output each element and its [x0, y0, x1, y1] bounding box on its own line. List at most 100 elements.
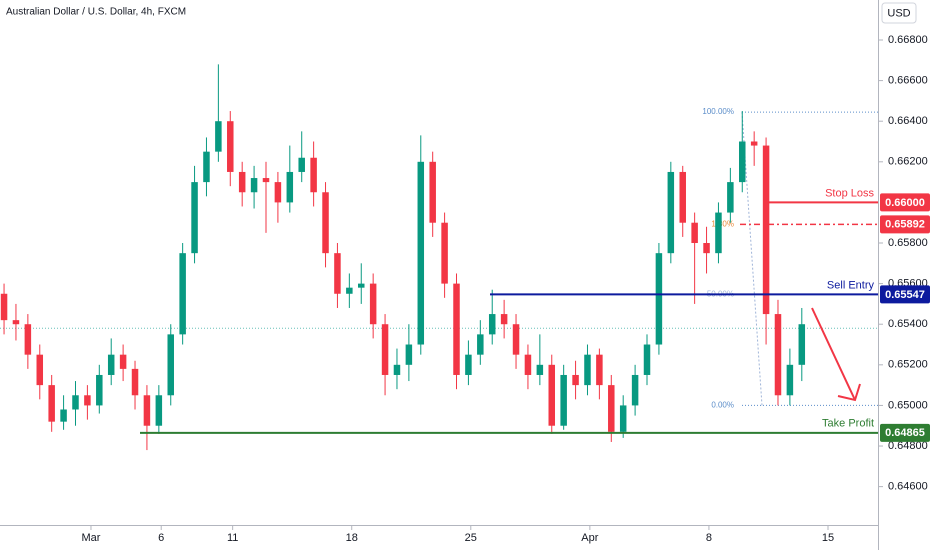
candle-body [215, 121, 222, 152]
candle-body [12, 320, 20, 325]
candle-body [119, 354, 127, 369]
y-tick-label: 0.65400 [888, 318, 928, 330]
candle-body [477, 334, 484, 355]
candle-body [524, 354, 532, 375]
candle-body [441, 222, 448, 284]
candle-body [357, 283, 365, 288]
currency-box [881, 2, 917, 24]
y-tick-label: 0.65000 [888, 399, 928, 411]
arrow-head [837, 383, 861, 402]
candle-body [798, 324, 806, 365]
candle-body [572, 374, 579, 386]
level-name: Stop Loss [825, 187, 874, 199]
candle-body [667, 171, 675, 254]
candle-body [334, 253, 341, 294]
price-tag [880, 215, 930, 234]
x-tick-label: 25 [465, 532, 477, 544]
x-tick-label: 6 [158, 532, 164, 544]
y-tick-label: 0.64600 [888, 481, 928, 493]
candle-body [0, 293, 8, 321]
candle-body [96, 374, 103, 406]
y-tick-label: 0.65800 [888, 237, 928, 249]
candle-body [72, 395, 79, 410]
candle-body [346, 287, 353, 294]
candle-body [536, 364, 544, 375]
y-tick-label: 0.64800 [888, 440, 928, 452]
candle-body [691, 222, 698, 244]
chart-title: Australian Dollar / U.S. Dollar, 4h, FXC… [6, 7, 186, 18]
candle-body [727, 182, 734, 213]
candle-body [274, 182, 282, 203]
candle-body [143, 395, 151, 426]
candle-body [750, 141, 758, 146]
x-tick-label: 15 [822, 532, 834, 544]
candle-body [560, 374, 567, 426]
candle-body [167, 334, 174, 396]
candle-body [36, 354, 44, 386]
y-tick-label: 0.66400 [888, 115, 928, 127]
candle-body [465, 354, 472, 375]
candle-body [608, 385, 615, 432]
candle-body [679, 171, 686, 223]
candle-body [60, 409, 67, 422]
y-tick-label: 0.66200 [888, 156, 928, 168]
candle-body [48, 385, 55, 422]
y-tick-label: 0.66600 [888, 75, 928, 87]
candle-body [369, 283, 377, 325]
candle-body [298, 157, 305, 172]
price-tag [880, 423, 930, 442]
fib-label: 0.00% [711, 401, 734, 410]
candle-body [155, 395, 163, 426]
candle-body [429, 161, 436, 223]
candle-body [262, 178, 270, 183]
candle-body [643, 344, 651, 375]
candle-body [739, 141, 746, 183]
candle-body [453, 283, 460, 375]
candle-body [179, 253, 186, 335]
candle-body [786, 364, 794, 396]
candle-body [715, 212, 722, 254]
x-tick-label: 18 [346, 532, 358, 544]
candle-body [131, 368, 139, 396]
y-tick-label: 0.65200 [888, 359, 928, 371]
candle-body [227, 121, 234, 172]
price-tag [880, 285, 930, 304]
candle-body [250, 178, 258, 193]
price-tag-label: 0.65547 [885, 289, 925, 301]
candle-body [512, 324, 520, 355]
candle-body [393, 364, 401, 375]
x-tick-label: Mar [81, 532, 100, 544]
level-name: Take Profit [822, 418, 874, 430]
price-tag-label: 0.64865 [885, 427, 925, 439]
candle-body [405, 344, 413, 365]
candle-body [596, 354, 603, 386]
candle-body [774, 314, 782, 396]
x-tick-label: 8 [706, 532, 712, 544]
candle-body [500, 314, 508, 325]
candle-body [417, 161, 425, 345]
arrow-shaft [811, 307, 856, 401]
fib-label: 1.80% [711, 219, 734, 228]
currency: USD [887, 7, 910, 19]
candle-body [203, 151, 210, 183]
candle-body [762, 145, 770, 315]
candle-body [584, 354, 591, 386]
candle-body [619, 405, 627, 432]
price-tag-label: 0.65892 [885, 219, 925, 231]
fib-label: 100.00% [702, 107, 734, 116]
candle-body [191, 182, 198, 254]
candle-body [631, 374, 639, 406]
price-tag [880, 193, 930, 212]
candle-body [655, 253, 663, 345]
candle-body [310, 157, 317, 193]
candle-body [24, 324, 32, 355]
level-name: Sell Entry [827, 279, 875, 291]
price-tag-label: 0.66000 [885, 197, 925, 209]
candle-body [703, 243, 710, 254]
x-tick-label: Apr [581, 532, 598, 544]
candle-body [84, 395, 91, 406]
candle-body [107, 354, 115, 375]
